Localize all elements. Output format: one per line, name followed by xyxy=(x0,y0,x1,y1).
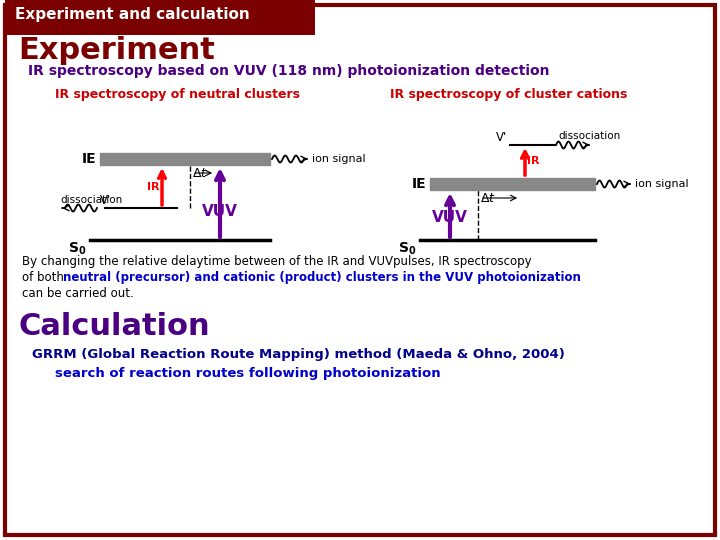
Text: GRRM (Global Reaction Route Mapping) method (Maeda & Ohno, 2004): GRRM (Global Reaction Route Mapping) met… xyxy=(32,348,565,361)
Text: IE: IE xyxy=(411,177,426,191)
Text: IR spectroscopy of cluster cations: IR spectroscopy of cluster cations xyxy=(390,88,627,101)
Text: ion signal: ion signal xyxy=(312,154,366,164)
Text: IR: IR xyxy=(527,157,539,166)
Text: Experiment and calculation: Experiment and calculation xyxy=(15,8,250,23)
Text: dissociation: dissociation xyxy=(60,195,122,205)
Text: V': V' xyxy=(100,194,112,207)
Text: VUV: VUV xyxy=(432,210,468,225)
Text: $\Delta t$: $\Delta t$ xyxy=(480,192,496,205)
Text: VUV: VUV xyxy=(202,204,238,219)
Text: can be carried out.: can be carried out. xyxy=(22,287,134,300)
Text: IR: IR xyxy=(148,181,160,192)
Text: IR spectroscopy based on VUV (118 nm) photoionization detection: IR spectroscopy based on VUV (118 nm) ph… xyxy=(28,64,549,78)
Bar xyxy=(5,27,315,35)
Text: $\mathbf{S_0}$: $\mathbf{S_0}$ xyxy=(68,241,86,258)
Text: IE: IE xyxy=(81,152,96,166)
Text: Calculation: Calculation xyxy=(18,312,210,341)
Text: Experiment: Experiment xyxy=(18,36,215,65)
Text: By changing the relative delaytime between of the IR and VUVpulses, IR spectrosc: By changing the relative delaytime betwe… xyxy=(22,255,531,268)
Bar xyxy=(100,153,270,165)
Text: $\Delta t$: $\Delta t$ xyxy=(192,167,208,180)
Text: search of reaction routes following photoionization: search of reaction routes following phot… xyxy=(55,367,441,380)
Text: neutral (precursor) and cationic (product) clusters in the VUV photoionization: neutral (precursor) and cationic (produc… xyxy=(63,271,581,284)
Text: IR spectroscopy of neutral clusters: IR spectroscopy of neutral clusters xyxy=(55,88,300,101)
Bar xyxy=(430,178,595,190)
Text: $\mathbf{S_0}$: $\mathbf{S_0}$ xyxy=(397,241,416,258)
Text: of both: of both xyxy=(22,271,68,284)
Text: dissociation: dissociation xyxy=(558,131,620,141)
Text: ion signal: ion signal xyxy=(635,179,688,189)
Bar xyxy=(5,0,315,30)
Text: V': V' xyxy=(496,131,507,144)
